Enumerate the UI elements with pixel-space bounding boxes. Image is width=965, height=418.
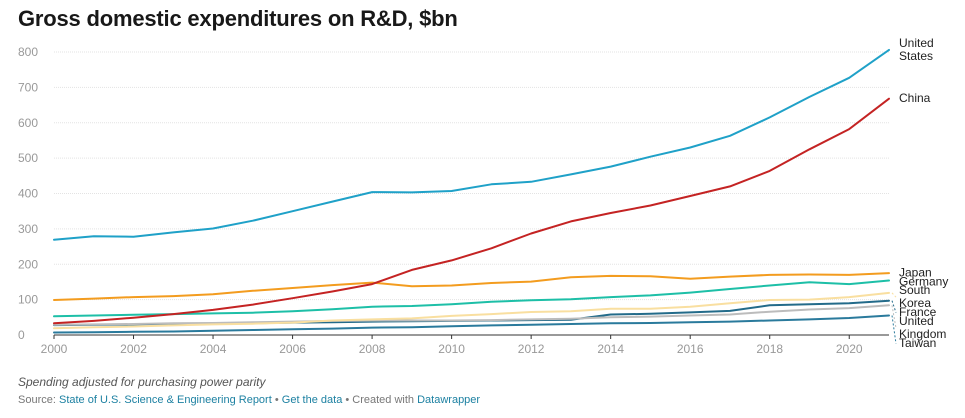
- series-label-taiwan: Taiwan: [899, 336, 936, 350]
- series-lines: [53, 48, 890, 334]
- y-tick-label: 600: [18, 116, 38, 130]
- y-tick-label: 100: [18, 293, 38, 307]
- source-line: Source: State of U.S. Science & Engineer…: [18, 394, 480, 406]
- x-axis-tick-labels: 2000 2002 2004 2006 2008 2010 2012 2014 2016 2018…: [41, 335, 863, 356]
- chart-title: Gross domestic expenditures on R&D, $bn: [18, 6, 458, 31]
- series-label-south-korea: South Korea: [899, 283, 931, 310]
- series-label-united-kingdom: United Kingdom: [899, 314, 946, 341]
- source-report-link[interactable]: State of U.S. Science & Engineering Repo…: [58, 394, 272, 406]
- series-label-germany: Germany: [899, 275, 948, 289]
- series-label-japan: Japan: [899, 266, 932, 280]
- datawrapper-link[interactable]: Datawrapper: [417, 394, 481, 406]
- series-line-china[interactable]: [53, 97, 890, 325]
- y-tick-label: 500: [18, 151, 38, 165]
- y-tick-label: 700: [18, 80, 38, 94]
- x-tick-label: 2018: [756, 342, 783, 356]
- x-tick-label: 2004: [200, 342, 227, 356]
- label-connector: [891, 292, 897, 298]
- y-tick-label: 200: [18, 257, 38, 271]
- x-tick-label: 2008: [359, 342, 386, 356]
- y-tick-label: 300: [18, 222, 38, 236]
- x-tick-label: 2014: [597, 342, 624, 356]
- x-tick-label: 2002: [120, 342, 147, 356]
- series-label-china: China: [899, 91, 931, 105]
- series-line-germany[interactable]: [53, 279, 890, 318]
- series-label-united-states: United States: [899, 36, 934, 63]
- x-tick-label: 2016: [677, 342, 704, 356]
- y-tick-label: 400: [18, 187, 38, 201]
- created-with-text: • Created with: [345, 394, 415, 406]
- source-separator: •: [274, 394, 279, 406]
- get-the-data-link[interactable]: Get the data: [281, 394, 343, 406]
- y-tick-label: 0: [18, 328, 25, 342]
- y-tick-label: 800: [18, 45, 38, 59]
- x-tick-label: 2020: [836, 342, 863, 356]
- series-line-taiwan[interactable]: [53, 314, 890, 334]
- chart-note: Spending adjusted for purchasing power p…: [18, 375, 266, 389]
- y-axis-tick-labels: 0 100 200 300 400 500 600 700 800: [18, 45, 38, 342]
- series-label-france: France: [899, 305, 937, 319]
- x-tick-label: 2000: [41, 342, 68, 356]
- series-line-united-kingdom[interactable]: [53, 304, 890, 326]
- x-tick-label: 2010: [438, 342, 465, 356]
- series-line-south-korea[interactable]: [53, 291, 890, 330]
- series-line-united-states[interactable]: [53, 48, 890, 241]
- source-prefix: Source:: [18, 394, 56, 406]
- series-line-japan[interactable]: [53, 272, 890, 301]
- label-connector: [891, 315, 897, 344]
- x-tick-label: 2012: [518, 342, 545, 356]
- x-tick-label: 2006: [279, 342, 306, 356]
- gridlines: [54, 51, 889, 336]
